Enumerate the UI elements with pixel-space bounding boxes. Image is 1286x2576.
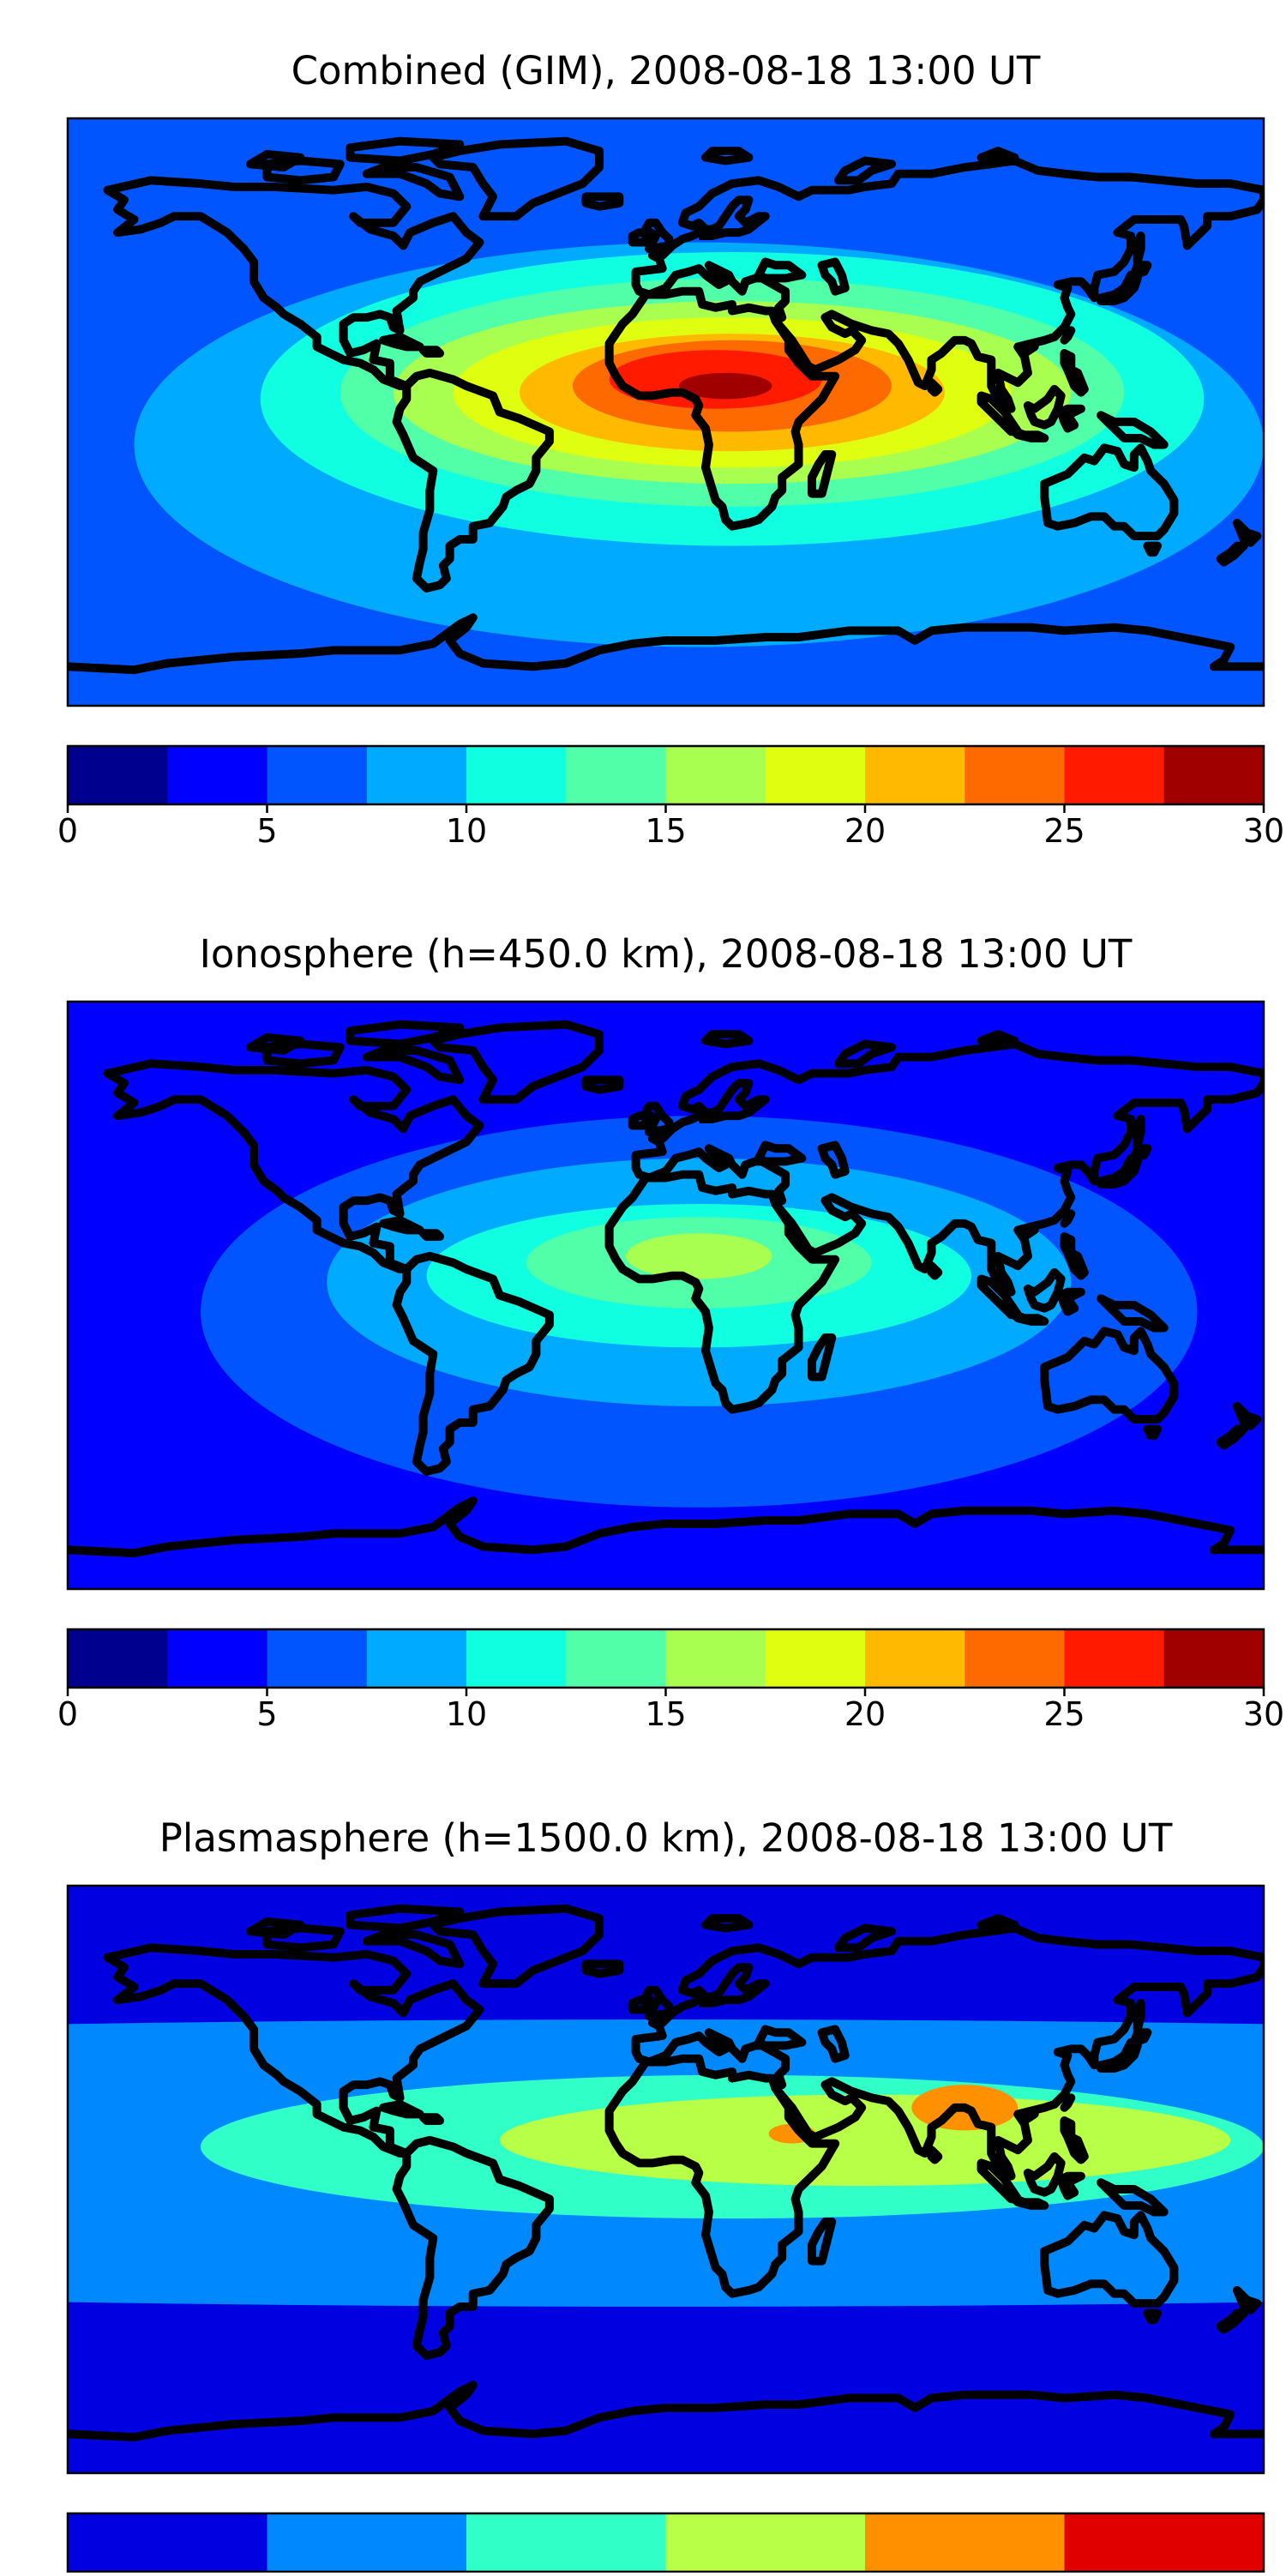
colorbar-tick-label: 30 bbox=[1243, 1695, 1284, 1733]
contour-band bbox=[626, 1233, 772, 1279]
colorbar-bin bbox=[1163, 746, 1265, 804]
colorbar-tick-label: 15 bbox=[645, 812, 686, 850]
colorbar-tick-label: 20 bbox=[844, 1695, 886, 1733]
colorbar-bin bbox=[366, 746, 467, 804]
colorbar-bin bbox=[566, 1629, 666, 1688]
colorbar-tick-label: 20 bbox=[844, 812, 886, 850]
colorbar-tick-label: 10 bbox=[446, 812, 487, 850]
colorbar-bin bbox=[665, 746, 766, 804]
panel-1: Combined (GIM), 2008-08-18 13:00 UT 0 5 10 1… bbox=[57, 48, 1284, 850]
colorbar-bin bbox=[466, 746, 567, 804]
colorbar-bin bbox=[267, 746, 368, 804]
colorbar-bin bbox=[964, 1629, 1065, 1688]
colorbar-bin bbox=[865, 2513, 1065, 2572]
colorbar-tick-label: 0 bbox=[57, 1695, 78, 1733]
map-field bbox=[68, 1002, 1264, 1589]
colorbar-bin bbox=[68, 746, 168, 804]
colorbar: 0.02.55.07.510.012.515.0 bbox=[66, 2512, 1265, 2576]
colorbar-bin bbox=[167, 746, 267, 804]
colorbar-bin bbox=[765, 746, 866, 804]
colorbar-bin bbox=[267, 2513, 467, 2572]
colorbar-bin bbox=[1064, 746, 1165, 804]
colorbar-bin bbox=[1064, 2513, 1265, 2572]
colorbar-tick-label: 25 bbox=[1043, 812, 1085, 850]
colorbar-bin bbox=[466, 2513, 666, 2572]
contour-band bbox=[679, 372, 772, 400]
colorbar-tick-label: 15 bbox=[645, 1695, 686, 1733]
panel-title: Combined (GIM), 2008-08-18 13:00 UT bbox=[291, 48, 1041, 93]
panel-3: Plasmasphere (h=1500.0 km), 2008-08-18 1… bbox=[66, 1815, 1265, 2576]
colorbar-tick-label: 30 bbox=[1243, 812, 1284, 850]
panel-title: Plasmasphere (h=1500.0 km), 2008-08-18 1… bbox=[159, 1815, 1173, 1861]
colorbar-tick-label: 5 bbox=[256, 1695, 277, 1733]
panel-title: Ionosphere (h=450.0 km), 2008-08-18 13:0… bbox=[200, 931, 1133, 977]
colorbar-bin bbox=[566, 746, 666, 804]
colorbar-bin bbox=[665, 2513, 866, 2572]
colorbar-bin bbox=[68, 2513, 267, 2572]
colorbar-tick-label: 0 bbox=[57, 812, 78, 850]
colorbar-bin bbox=[765, 1629, 866, 1688]
colorbar-bin bbox=[964, 746, 1065, 804]
map-frame bbox=[66, 1884, 1265, 2475]
colorbar-tick-label: 5 bbox=[256, 812, 277, 850]
colorbar: 0 5 10 15 20 25 30 bbox=[57, 1628, 1284, 1733]
map-field bbox=[68, 118, 1264, 706]
colorbar-bin bbox=[865, 1629, 965, 1688]
colorbar: 0 5 10 15 20 25 30 bbox=[57, 744, 1284, 850]
colorbar-bin bbox=[865, 746, 965, 804]
map-field bbox=[68, 1886, 1264, 2473]
colorbar-bin bbox=[167, 1629, 267, 1688]
colorbar-bin bbox=[1163, 1629, 1265, 1688]
colorbar-bin bbox=[665, 1629, 766, 1688]
colorbar-bin bbox=[1064, 1629, 1165, 1688]
colorbar-bin bbox=[267, 1629, 368, 1688]
colorbar-bin bbox=[68, 1629, 168, 1688]
colorbar-tick-label: 25 bbox=[1043, 1695, 1085, 1733]
colorbar-bin bbox=[466, 1629, 567, 1688]
map-frame bbox=[66, 117, 1265, 707]
colorbar-bin bbox=[366, 1629, 467, 1688]
colorbar-tick-label: 10 bbox=[446, 1695, 487, 1733]
map-frame bbox=[66, 1000, 1265, 1591]
panel-2: Ionosphere (h=450.0 km), 2008-08-18 13:0… bbox=[57, 931, 1284, 1733]
